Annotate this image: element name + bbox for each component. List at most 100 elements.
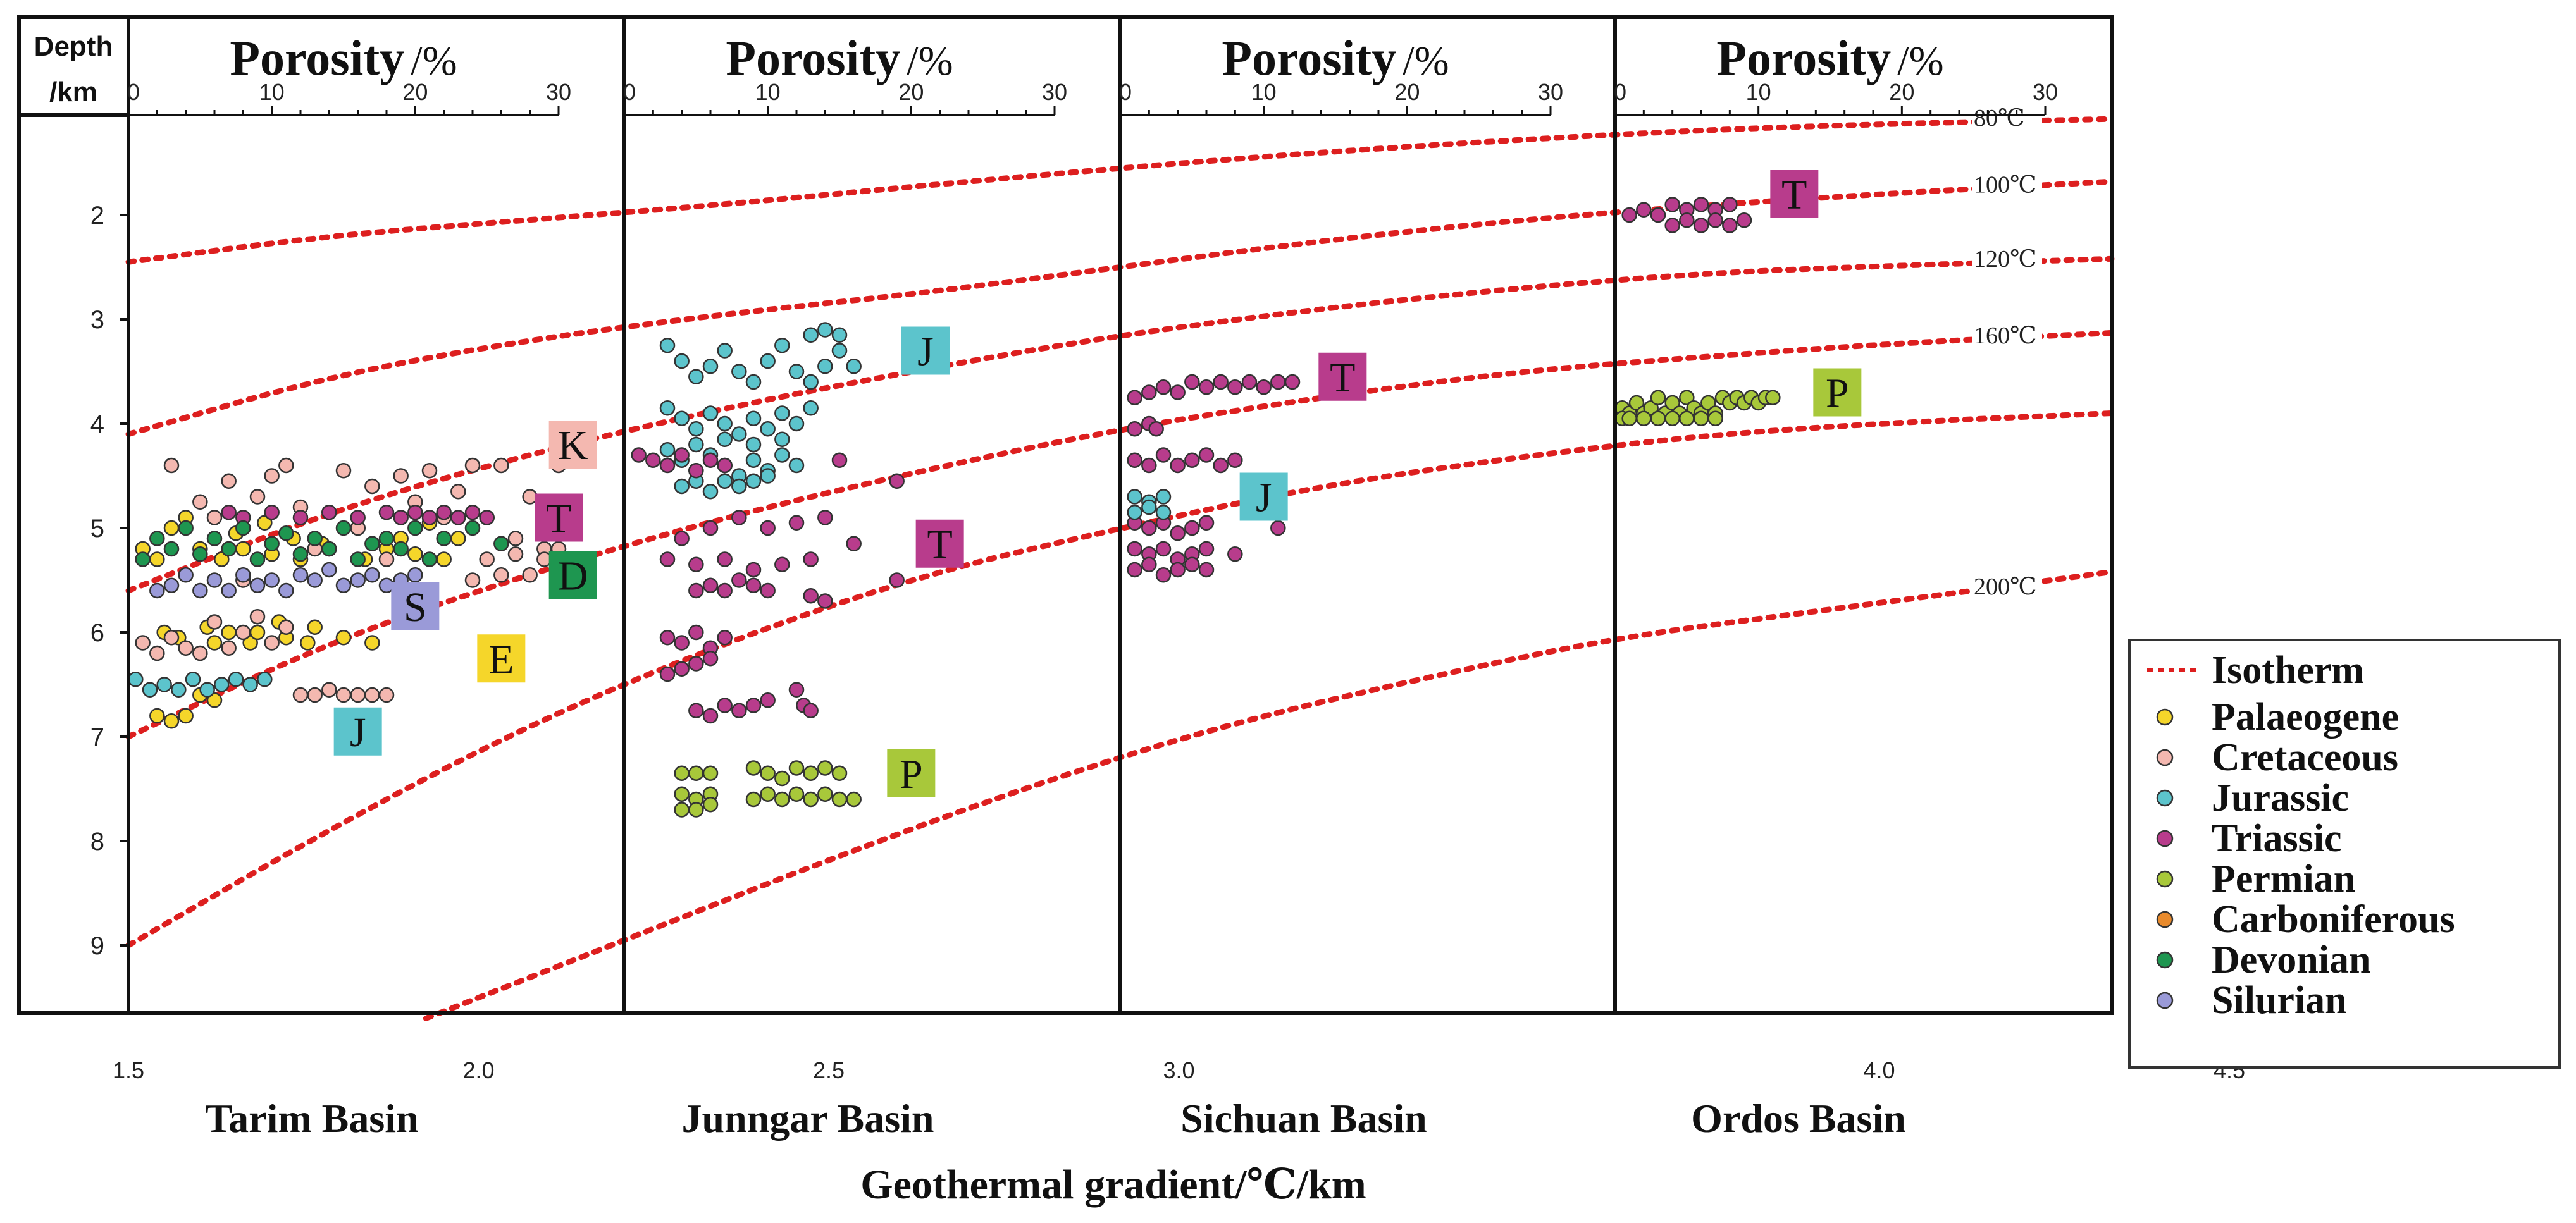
porosity-tick-label: 0 <box>623 79 636 105</box>
point-jurassic <box>760 421 776 437</box>
point-triassic <box>688 624 704 641</box>
point-jurassic <box>142 682 158 698</box>
strata-box <box>1318 352 1367 401</box>
depth-tick-label: 3 <box>90 306 104 334</box>
porosity-title: Porosity/% <box>1222 30 1449 85</box>
point-palaeogene <box>178 708 194 724</box>
point-cretaceous <box>264 635 280 651</box>
point-triassic <box>1664 197 1680 212</box>
legend: IsothermPalaeogeneCretaceousJurassicTria… <box>2128 639 2561 1069</box>
point-jurassic <box>717 473 733 489</box>
depth-tick-label: 5 <box>90 515 104 543</box>
point-cretaceous <box>221 640 237 656</box>
point-palaeogene <box>364 635 380 651</box>
point-silurian <box>163 577 180 593</box>
strata-letter: K <box>558 422 588 469</box>
point-permian <box>1650 390 1666 405</box>
point-triassic <box>631 447 647 463</box>
point-triassic <box>717 630 733 646</box>
point-triassic <box>817 593 833 609</box>
point-triassic <box>1127 421 1142 437</box>
point-triassic <box>803 551 819 567</box>
strata-letter: T <box>1781 172 1807 218</box>
point-triassic <box>659 457 676 474</box>
point-cretaceous <box>450 484 466 500</box>
point-triassic <box>731 703 747 718</box>
point-triassic <box>889 473 905 489</box>
point-jurassic <box>659 442 676 458</box>
point-jurassic <box>688 369 704 384</box>
point-cretaceous <box>464 572 481 588</box>
point-triassic <box>1722 197 1738 212</box>
point-triassic <box>421 510 438 525</box>
point-silurian <box>235 567 251 583</box>
basin-label: Sichuan Basin <box>1180 1096 1427 1141</box>
point-jurassic <box>702 405 719 421</box>
point-triassic <box>436 505 452 520</box>
point-triassic <box>702 452 719 468</box>
point-cretaceous <box>350 687 366 703</box>
point-permian <box>831 765 848 781</box>
point-triassic <box>393 510 409 525</box>
basin-label: Tarim Basin <box>205 1096 418 1141</box>
point-jurassic <box>659 400 676 416</box>
point-jurassic <box>803 327 819 343</box>
point-jurassic <box>1155 489 1172 505</box>
point-cretaceous <box>493 567 509 583</box>
point-silurian <box>221 582 237 599</box>
point-triassic <box>659 630 676 646</box>
point-cretaceous <box>264 468 280 484</box>
point-permian <box>803 765 819 781</box>
plot-frame <box>17 15 2114 1015</box>
point-cretaceous <box>493 457 509 474</box>
isotherm-label: 80℃ <box>1974 105 2025 132</box>
point-permian <box>1700 395 1716 411</box>
point-palaeogene <box>221 624 237 641</box>
strata-box <box>535 493 583 542</box>
porosity-tick-label: 20 <box>1394 79 1420 105</box>
point-triassic <box>717 698 733 713</box>
point-jurassic <box>788 364 805 379</box>
porosity-title: Porosity/% <box>726 30 953 85</box>
point-jurassic <box>803 374 819 390</box>
legend-swatch-palaeogene <box>2156 708 2174 726</box>
point-devonian <box>192 546 208 562</box>
point-triassic <box>407 505 423 520</box>
strata-box <box>887 749 936 797</box>
point-jurassic <box>731 478 747 495</box>
point-triassic <box>1693 218 1709 233</box>
point-palaeogene <box>163 520 180 536</box>
point-triassic <box>817 510 833 525</box>
point-triassic <box>717 457 733 474</box>
point-triassic <box>1227 452 1243 468</box>
point-devonian <box>436 531 452 546</box>
point-silurian <box>292 567 309 583</box>
point-silurian <box>178 567 194 583</box>
point-triassic <box>378 505 395 520</box>
point-silurian <box>192 582 208 599</box>
point-permian <box>1643 400 1659 416</box>
point-jurassic <box>788 457 805 474</box>
point-permian <box>817 760 833 776</box>
point-jurassic <box>774 405 790 421</box>
point-permian <box>1664 395 1680 411</box>
point-jurassic <box>214 677 230 692</box>
point-triassic <box>788 515 805 531</box>
point-permian <box>760 765 776 781</box>
point-triassic <box>760 582 776 599</box>
point-cretaceous <box>192 494 208 510</box>
point-cretaceous <box>135 635 151 651</box>
point-permian <box>1636 410 1652 426</box>
strata-letter: P <box>1826 371 1849 417</box>
point-devonian <box>249 551 266 567</box>
point-jurassic <box>831 327 848 343</box>
point-jurassic <box>774 447 790 463</box>
point-triassic <box>702 651 719 667</box>
point-triassic <box>1184 452 1200 468</box>
point-triassic <box>788 682 805 698</box>
point-permian <box>1765 390 1781 405</box>
point-jurassic <box>674 353 690 369</box>
point-devonian <box>221 541 237 557</box>
point-triassic <box>745 698 762 713</box>
point-palaeogene <box>307 619 323 635</box>
